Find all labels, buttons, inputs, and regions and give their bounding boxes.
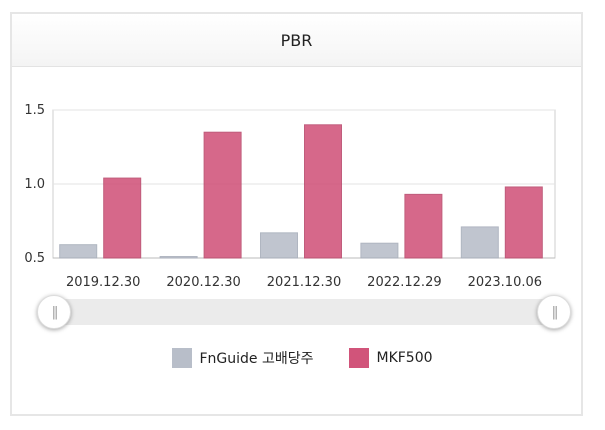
bar-mkf500-2022.12.29 [404, 193, 443, 259]
x-tick-label-2023.10.06: 2023.10.06 [468, 275, 542, 290]
bar-fnguide-2020.12.30 [159, 256, 198, 259]
y-tick-label-1.0: 1.0 [24, 177, 45, 192]
x-tick-label-2020.12.30: 2020.12.30 [166, 275, 240, 290]
chart-title: PBR [280, 30, 313, 50]
legend-swatch-fnguide [172, 348, 193, 368]
bar-mkf500-2020.12.30 [203, 131, 242, 259]
legend-label-fnguide: FnGuide 고배당주 [199, 351, 314, 367]
bar-mkf500-2023.10.06 [504, 186, 543, 259]
card-header: PBR [12, 14, 581, 67]
range-slider-right-handle[interactable]: || [537, 295, 571, 329]
range-slider-left-handle[interactable]: || [37, 295, 71, 329]
legend-item-mkf500[interactable]: MKF500 [349, 348, 433, 368]
bar-chart: 0.5 1.0 1.5 2019.12.30 2020.12.30 2021.12.30 2… [24, 103, 556, 290]
range-slider-track[interactable] [53, 299, 555, 325]
bar-fnguide-2021.12.30 [260, 232, 298, 259]
bar-fnguide-2022.12.29 [360, 242, 399, 259]
bar-mkf500-2021.12.30 [304, 124, 342, 259]
y-tick-label-1.5: 1.5 [24, 103, 45, 118]
legend-swatch-mkf500 [349, 348, 370, 368]
x-tick-label-2021.12.30: 2021.12.30 [267, 275, 341, 290]
bar-mkf500-2019.12.30 [103, 177, 142, 259]
x-tick-label-2019.12.30: 2019.12.30 [66, 275, 140, 290]
legend-label-mkf500: MKF500 [376, 350, 433, 366]
bar-fnguide-2019.12.30 [59, 244, 98, 259]
bar-fnguide-2023.10.06 [460, 226, 499, 259]
x-tick-label-2022.12.29: 2022.12.29 [367, 275, 441, 290]
legend-item-fnguide[interactable]: FnGuide 고배당주 [172, 348, 313, 368]
chart-legend: FnGuide 고배당주 MKF500 [0, 348, 605, 368]
y-tick-label-0.5: 0.5 [24, 251, 45, 266]
